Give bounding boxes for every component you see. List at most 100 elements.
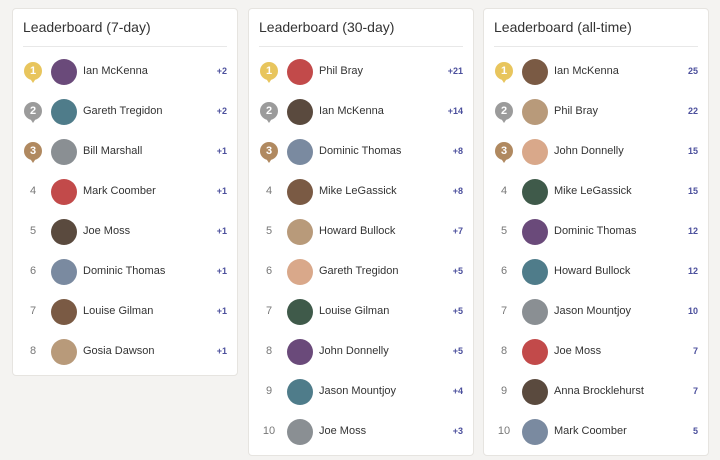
avatar [522,99,548,125]
avatar [51,99,77,125]
avatar [522,179,548,205]
leaderboard-row[interactable]: 1 Ian McKenna 25 [484,52,708,92]
score: 15 [687,146,698,156]
score: 10 [687,306,698,316]
leaderboard-row[interactable]: 4 Mark Coomber +1 [13,172,237,212]
score: 12 [687,266,698,276]
avatar [287,59,313,85]
avatar [522,219,548,245]
avatar [51,219,77,245]
score: +5 [452,346,463,356]
score: +1 [216,146,227,156]
avatar [51,59,77,85]
leaderboard-row[interactable]: 3 John Donnelly 15 [484,132,708,172]
user-name: Dominic Thomas [319,145,402,157]
medal: 1 [260,62,278,83]
score: +3 [452,426,463,436]
user-name: Ian McKenna [319,105,384,117]
leaderboard-row[interactable]: 6 Dominic Thomas +1 [13,252,237,292]
rank: 7 [500,305,508,317]
leaderboard-card: Leaderboard (7-day) 1 Ian McKenna +2 2 Gareth… [12,8,238,376]
avatar [51,339,77,365]
score: +5 [452,266,463,276]
rank: 9 [500,385,508,397]
avatar [522,339,548,365]
score: +2 [216,66,227,76]
leaderboard-row[interactable]: 1 Phil Bray +21 [249,52,473,92]
leaderboard-row[interactable]: 5 Howard Bullock +7 [249,212,473,252]
user-name: Phil Bray [554,105,599,117]
leaderboard-row[interactable]: 5 Joe Moss +1 [13,212,237,252]
leaderboard-row[interactable]: 8 Joe Moss 7 [484,332,708,372]
avatar [287,299,313,325]
score: +1 [216,266,227,276]
leaderboard-row[interactable]: 7 Louise Gilman +5 [249,292,473,332]
leaderboard-row[interactable]: 3 Bill Marshall +1 [13,132,237,172]
leaderboard-row[interactable]: 2 Phil Bray 22 [484,92,708,132]
card-title: Leaderboard (all-time) [494,19,632,35]
leaderboard-row[interactable]: 9 Anna Brocklehurst 7 [484,372,708,412]
score: 22 [687,106,698,116]
leaderboard-row[interactable]: 8 Gosia Dawson +1 [13,332,237,372]
rank: 7 [29,305,37,317]
rank: 10 [262,425,276,437]
medal: 2 [24,102,42,123]
user-name: Dominic Thomas [554,225,637,237]
user-name: Ian McKenna [83,65,148,77]
leaderboard-row[interactable]: 3 Dominic Thomas +8 [249,132,473,172]
leaderboard-row[interactable]: 8 John Donnelly +5 [249,332,473,372]
leaderboard-row[interactable]: 10 Joe Moss +3 [249,412,473,452]
leaderboard-row[interactable]: 6 Howard Bullock 12 [484,252,708,292]
user-name: Mike LeGassick [319,185,397,197]
leaderboard-row[interactable]: 7 Louise Gilman +1 [13,292,237,332]
rank: 5 [500,225,508,237]
user-name: Mark Coomber [83,185,156,197]
avatar [522,419,548,445]
leaderboard-row[interactable]: 1 Ian McKenna +2 [13,52,237,92]
card-title: Leaderboard (30-day) [259,19,395,35]
leaderboard-row[interactable]: 5 Dominic Thomas 12 [484,212,708,252]
leaderboard-row[interactable]: 7 Jason Mountjoy 10 [484,292,708,332]
card-title: Leaderboard (7-day) [23,19,151,35]
rank: 7 [265,305,273,317]
user-name: Joe Moss [554,345,602,357]
user-name: Gosia Dawson [83,345,155,357]
medal: 2 [495,102,513,123]
leaderboard-row[interactable]: 9 Jason Mountjoy +4 [249,372,473,412]
divider [259,46,463,47]
leaderboard-row[interactable]: 6 Gareth Tregidon +5 [249,252,473,292]
score: +14 [447,106,463,116]
avatar [51,299,77,325]
rank: 4 [500,185,508,197]
divider [494,46,698,47]
leaderboard-row[interactable]: 10 Mark Coomber 5 [484,412,708,452]
user-name: Gareth Tregidon [83,105,163,117]
leaderboard-row[interactable]: 4 Mike LeGassick +8 [249,172,473,212]
leaderboard-row[interactable]: 4 Mike LeGassick 15 [484,172,708,212]
avatar [51,259,77,285]
score: 5 [692,426,698,436]
score: 15 [687,186,698,196]
rank: 8 [500,345,508,357]
user-name: Dominic Thomas [83,265,166,277]
medal: 3 [260,142,278,163]
score: +4 [452,386,463,396]
user-name: Louise Gilman [83,305,154,317]
avatar [287,259,313,285]
leaderboard-row[interactable]: 2 Gareth Tregidon +2 [13,92,237,132]
user-name: Mark Coomber [554,425,627,437]
score: +1 [216,186,227,196]
score: 12 [687,226,698,236]
rank: 8 [29,345,37,357]
score: +8 [452,186,463,196]
rank: 6 [29,265,37,277]
leaderboard-row[interactable]: 2 Ian McKenna +14 [249,92,473,132]
user-name: Mike LeGassick [554,185,632,197]
medal: 3 [495,142,513,163]
score: 7 [692,346,698,356]
avatar [287,219,313,245]
score: 7 [692,386,698,396]
score: +1 [216,306,227,316]
avatar [51,179,77,205]
